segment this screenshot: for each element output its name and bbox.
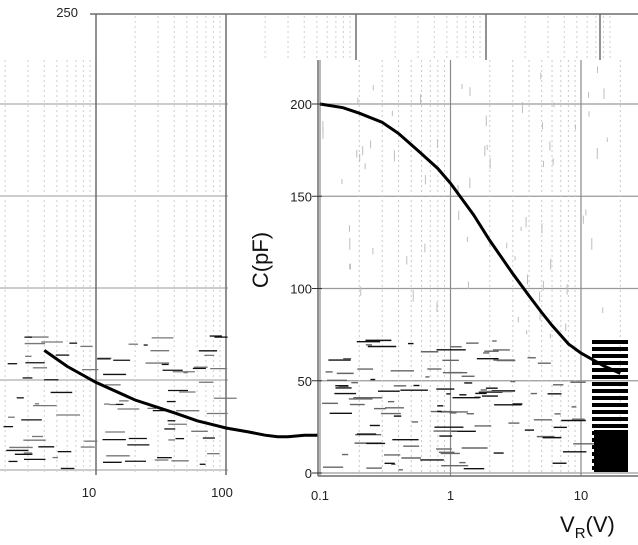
background-chart: 250 10 100	[0, 5, 638, 500]
artifact-block-bar	[592, 361, 628, 365]
left-x-tick-label: 100	[211, 485, 233, 500]
x-axis-label: VR(V)	[560, 512, 615, 542]
y-tick-label: 150	[290, 189, 312, 204]
x-axis-label-subscript: R	[575, 525, 586, 542]
artifact-block-bar	[592, 354, 628, 358]
artifact-block-bar	[592, 340, 628, 344]
artifact-block-bar	[592, 417, 628, 421]
main-series-line	[319, 102, 621, 375]
x-axis-label-main: V	[560, 512, 575, 537]
y-tick-label: 0	[305, 466, 312, 481]
artifact-block-bar	[592, 403, 628, 407]
artifact-block-bar	[592, 375, 628, 379]
x-tick-label: 1	[447, 488, 454, 503]
main-x-ticks: 0.1 1 10	[311, 488, 588, 503]
left-x-tick-label: 10	[82, 485, 96, 500]
artifact-block-bar	[592, 347, 628, 351]
left-series-line	[43, 349, 332, 439]
y-tick-label: 200	[290, 97, 312, 112]
y-tick-label: 100	[290, 282, 312, 297]
artifact-block-solid	[594, 430, 628, 472]
x-axis-label-unit: (V)	[586, 512, 615, 537]
x-tick-label: 0.1	[311, 488, 329, 503]
y-axis-label: C(pF)	[248, 232, 273, 288]
artifact-block-bar	[592, 389, 628, 393]
artifact-block-bar	[592, 396, 628, 400]
y-tick-label: 50	[298, 374, 312, 389]
artifact-block-bar	[592, 382, 628, 386]
background-y-tick-label: 250	[56, 5, 78, 20]
artifact-block-bar	[592, 424, 628, 428]
main-artifact-dashes	[322, 66, 608, 471]
main-grid	[318, 60, 638, 476]
main-y-ticks: 0 50 100 150 200	[290, 97, 322, 481]
background-minor-grid	[134, 16, 611, 58]
left-panel: 10 100	[0, 60, 332, 500]
artifact-block-bar	[592, 410, 628, 414]
main-artifact-block	[592, 340, 628, 472]
main-chart: 0 50 100 150 200 0.1 1 10 C(pF) VR(V)	[248, 60, 638, 542]
x-tick-label: 10	[574, 488, 588, 503]
left-artifact-dashes	[3, 335, 237, 470]
